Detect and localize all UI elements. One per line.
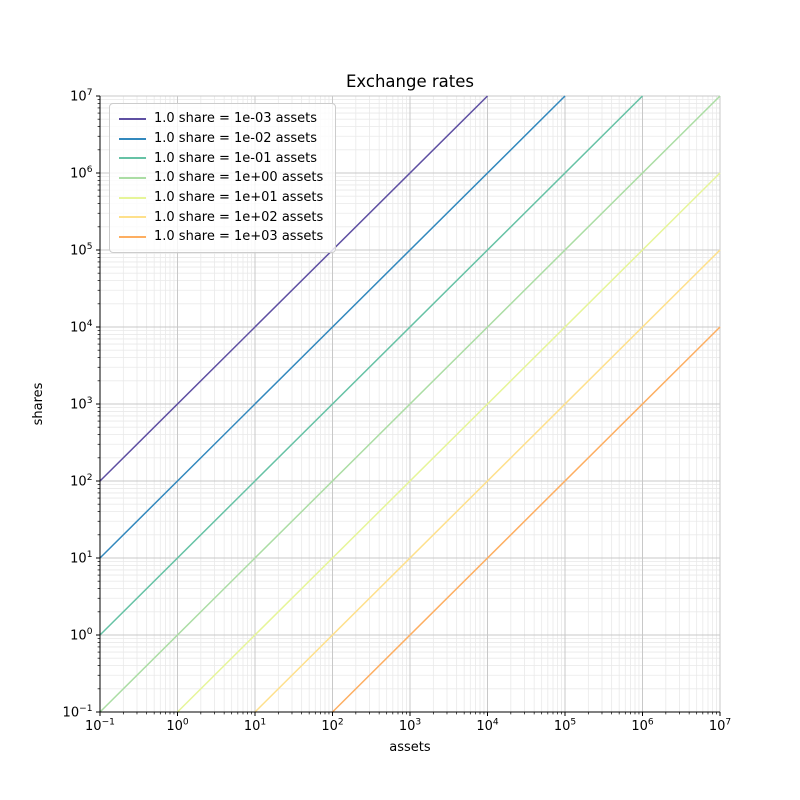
- legend-item-label: 1.0 share = 1e-02 assets: [154, 131, 318, 147]
- legend-item: 1.0 share = 1e+03 assets: [119, 227, 327, 247]
- series-line-3: [99, 95, 721, 713]
- x-tick-label: 103: [399, 718, 422, 735]
- series-line-4: [176, 172, 721, 713]
- series-line-2: [99, 95, 644, 636]
- axis-ticks: [96, 95, 721, 716]
- y-tick-label: 103: [70, 396, 93, 413]
- y-tick-label: 106: [70, 165, 93, 182]
- legend-item-label: 1.0 share = 1e+00 assets: [154, 170, 324, 186]
- y-tick-label: 100: [70, 627, 93, 644]
- legend-item: 1.0 share = 1e-03 assets: [119, 109, 327, 129]
- legend-line-swatch: [119, 137, 146, 140]
- legend-item-label: 1.0 share = 1e-01 assets: [154, 150, 318, 166]
- x-tick-label: 102: [321, 718, 343, 735]
- x-tick-label: 100: [166, 718, 189, 735]
- legend-line-swatch: [119, 176, 146, 179]
- legend-item: 1.0 share = 1e-01 assets: [119, 148, 327, 168]
- x-tick-label: 101: [244, 718, 266, 735]
- x-tick-label: 104: [476, 718, 499, 735]
- y-tick-label: 10−1: [63, 704, 93, 721]
- legend-item-label: 1.0 share = 1e+02 assets: [154, 209, 324, 225]
- series-line-0: [99, 95, 489, 482]
- legend-line-swatch: [119, 157, 146, 160]
- y-tick-label: 107: [70, 88, 93, 105]
- y-tick-label: 102: [70, 473, 92, 490]
- legend-item: 1.0 share = 1e+02 assets: [119, 207, 327, 227]
- tick-labels: 10−1 100 101 102 103 104 105 106 107 10−1 100 101 10…: [63, 88, 732, 734]
- series-line-5: [254, 249, 721, 713]
- x-tick-label: 106: [631, 718, 654, 735]
- y-tick-label: 105: [70, 242, 92, 259]
- legend-line-swatch: [119, 216, 146, 219]
- legend-item-label: 1.0 share = 1e+01 assets: [154, 190, 324, 206]
- legend-item: 1.0 share = 1e+01 assets: [119, 188, 327, 208]
- legend-line-swatch: [119, 235, 146, 238]
- y-tick-label: 104: [70, 319, 93, 336]
- x-tick-label: 105: [554, 718, 576, 735]
- x-tick-label: 107: [709, 718, 732, 735]
- legend-line-swatch: [119, 117, 146, 120]
- series-line-6: [331, 326, 721, 713]
- series-lines: [99, 95, 721, 713]
- y-tick-label: 101: [70, 550, 92, 567]
- legend: 1.0 share = 1e-03 assets 1.0 share = 1e-…: [109, 103, 336, 253]
- legend-line-swatch: [119, 196, 146, 199]
- x-tick-label: 10−1: [85, 718, 115, 735]
- legend-item-label: 1.0 share = 1e+03 assets: [154, 229, 324, 245]
- x-axis-label: assets: [389, 740, 431, 755]
- y-axis-label: shares: [31, 382, 46, 426]
- series-line-1: [99, 95, 566, 559]
- legend-item: 1.0 share = 1e+00 assets: [119, 168, 327, 188]
- legend-item: 1.0 share = 1e-02 assets: [119, 129, 327, 149]
- legend-item-label: 1.0 share = 1e-03 assets: [154, 111, 318, 127]
- chart-title: Exchange rates: [346, 72, 474, 91]
